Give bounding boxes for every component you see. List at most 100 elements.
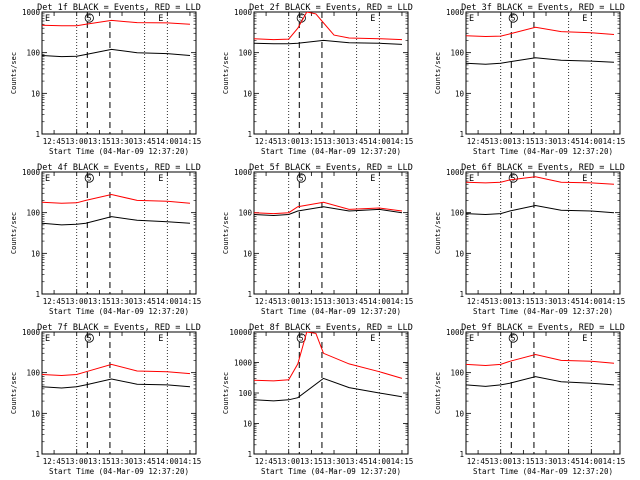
x-tick-label: 14:00 bbox=[368, 297, 391, 306]
x-tick-label: 14:15 bbox=[391, 137, 414, 146]
y-axis-label: Counts/sec bbox=[434, 372, 442, 414]
marker-label: S bbox=[87, 14, 92, 23]
chart-panel-3: Det 3f BLACK = Events, RED = LLD 12:45 13:… bbox=[434, 3, 625, 156]
x-tick-label: 12:45 bbox=[255, 457, 278, 466]
y-tick-label: 100 bbox=[26, 49, 40, 58]
chart-title: Det 9f BLACK = Events, RED = LLD bbox=[461, 323, 625, 333]
plot-frame bbox=[465, 11, 621, 135]
x-tick-label: 13:00 bbox=[277, 457, 300, 466]
y-tick-label: 10 bbox=[243, 420, 253, 429]
x-tick-label: 13:45 bbox=[133, 137, 156, 146]
marker-label: E bbox=[45, 14, 50, 24]
y-tick-label: 100 bbox=[450, 369, 464, 378]
y-tick-label: 1 bbox=[459, 130, 464, 139]
x-tick-label: 13:15 bbox=[300, 297, 323, 306]
y-tick-label: 1 bbox=[35, 450, 40, 459]
y-tick-label: 1 bbox=[459, 290, 464, 299]
marker-label: E bbox=[469, 14, 474, 24]
x-tick-label: 13:15 bbox=[88, 297, 111, 306]
marker-circle bbox=[508, 333, 518, 343]
chart-title: Det 6f BLACK = Events, RED = LLD bbox=[461, 163, 625, 173]
marker-label: E bbox=[45, 334, 50, 344]
series-line-events bbox=[42, 48, 191, 58]
marker-label: E bbox=[158, 174, 163, 184]
y-tick-label: 100 bbox=[26, 209, 40, 218]
x-tick-label: 13:30 bbox=[323, 457, 346, 466]
chart-title: Det 2f BLACK = Events, RED = LLD bbox=[249, 3, 413, 13]
series-line-lld bbox=[42, 363, 191, 377]
x-tick-label: 14:15 bbox=[391, 297, 414, 306]
y-tick-label: 1 bbox=[247, 290, 252, 299]
plot-frame bbox=[41, 331, 197, 455]
x-axis-label: Start Time (04-Mar-09 12:37:20) bbox=[49, 307, 189, 316]
series-line-events bbox=[42, 378, 191, 389]
marker-label: E bbox=[158, 334, 163, 344]
x-tick-label: 13:30 bbox=[111, 137, 134, 146]
x-axis-label: Start Time (04-Mar-09 12:37:20) bbox=[261, 467, 401, 476]
series-line-lld bbox=[466, 353, 615, 367]
chart-title: Det 3f BLACK = Events, RED = LLD bbox=[461, 3, 625, 13]
x-tick-label: 13:15 bbox=[300, 137, 323, 146]
x-tick-label: 13:00 bbox=[65, 457, 88, 466]
chart-title: Det 8f BLACK = Events, RED = LLD bbox=[249, 323, 413, 333]
y-axis-label: Counts/sec bbox=[10, 372, 18, 414]
y-tick-label: 100 bbox=[450, 209, 464, 218]
x-tick-label: 14:00 bbox=[156, 457, 179, 466]
x-tick-label: 13:15 bbox=[512, 297, 535, 306]
series-line-lld bbox=[42, 19, 191, 27]
series-line-events bbox=[254, 377, 403, 402]
marker-label: E bbox=[582, 174, 587, 184]
marker-circle bbox=[84, 333, 94, 343]
x-tick-label: 13:15 bbox=[88, 137, 111, 146]
y-tick-label: 10 bbox=[243, 249, 253, 258]
x-tick-label: 13:45 bbox=[345, 297, 368, 306]
plot-frame bbox=[253, 11, 409, 135]
chart-title: Det 4f BLACK = Events, RED = LLD bbox=[37, 163, 201, 173]
x-tick-label: 12:45 bbox=[467, 137, 490, 146]
y-tick-label: 10 bbox=[455, 89, 465, 98]
x-tick-label: 13:00 bbox=[489, 297, 512, 306]
x-tick-label: 13:00 bbox=[65, 297, 88, 306]
x-tick-label: 13:15 bbox=[88, 457, 111, 466]
x-axis-label: Start Time (04-Mar-09 12:37:20) bbox=[473, 467, 613, 476]
y-tick-label: 10 bbox=[243, 89, 253, 98]
plot-frame bbox=[465, 331, 621, 455]
series-line-events bbox=[466, 376, 615, 387]
x-tick-label: 13:30 bbox=[535, 297, 558, 306]
x-tick-label: 13:30 bbox=[111, 457, 134, 466]
y-tick-label: 10 bbox=[31, 249, 41, 258]
y-tick-label: 1000 bbox=[234, 359, 253, 368]
y-tick-label: 1 bbox=[459, 450, 464, 459]
y-tick-label: 1000 bbox=[446, 328, 465, 337]
x-tick-label: 13:45 bbox=[345, 457, 368, 466]
series-line-events bbox=[42, 216, 191, 226]
marker-label: E bbox=[370, 174, 375, 184]
x-tick-label: 14:00 bbox=[580, 137, 603, 146]
y-tick-label: 1000 bbox=[234, 168, 253, 177]
marker-label: E bbox=[45, 174, 50, 184]
marker-label: S bbox=[299, 334, 304, 343]
x-tick-label: 13:30 bbox=[323, 137, 346, 146]
y-axis-label: Counts/sec bbox=[434, 52, 442, 94]
x-tick-label: 12:45 bbox=[43, 457, 66, 466]
x-tick-label: 13:00 bbox=[489, 457, 512, 466]
y-tick-label: 100 bbox=[238, 209, 252, 218]
y-axis-label: Counts/sec bbox=[222, 212, 230, 254]
marker-label: S bbox=[87, 334, 92, 343]
x-tick-label: 13:45 bbox=[557, 137, 580, 146]
x-tick-label: 12:45 bbox=[255, 137, 278, 146]
x-tick-label: 14:00 bbox=[156, 137, 179, 146]
x-tick-label: 13:15 bbox=[300, 457, 323, 466]
marker-label: S bbox=[87, 174, 92, 183]
x-tick-label: 13:45 bbox=[557, 457, 580, 466]
x-tick-label: 14:00 bbox=[156, 297, 179, 306]
x-tick-label: 14:15 bbox=[603, 457, 626, 466]
series-line-lld bbox=[254, 12, 403, 41]
marker-label: S bbox=[511, 14, 516, 23]
chart-title: Det 5f BLACK = Events, RED = LLD bbox=[249, 163, 413, 173]
plot-frame bbox=[41, 171, 197, 295]
